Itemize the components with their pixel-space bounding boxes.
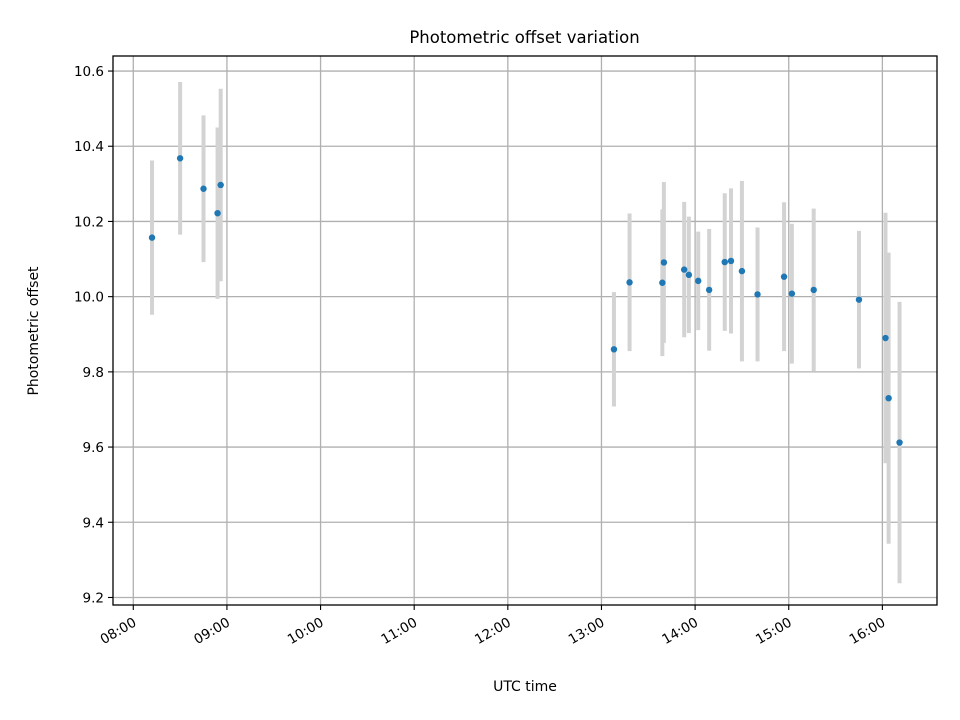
data-point [680, 266, 688, 273]
data-point [705, 286, 713, 294]
data-point [727, 257, 735, 265]
plot-frame [112, 55, 938, 606]
data-point [810, 286, 817, 294]
y-tick-label: 10.2 [74, 214, 104, 230]
data-point [214, 209, 221, 217]
y-tick-label: 9.2 [83, 590, 104, 606]
x-axis-label: UTC time [493, 679, 557, 695]
y-tick-label: 9.8 [83, 365, 104, 381]
data-point [660, 259, 668, 266]
data-point [148, 234, 156, 241]
data-point [200, 185, 207, 192]
data-point [855, 296, 863, 303]
y-axis-label: Photometric offset [26, 266, 42, 396]
data-points [148, 155, 903, 446]
data-point [882, 334, 889, 342]
data-point [176, 155, 184, 162]
data-point [610, 346, 618, 353]
y-tick-label: 10.0 [74, 290, 104, 306]
data-point [885, 394, 892, 402]
y-tick-label: 10.4 [74, 139, 104, 155]
data-point [780, 273, 788, 280]
data-point [626, 279, 633, 286]
y-tick-label: 9.6 [83, 440, 104, 456]
data-point [217, 181, 224, 189]
y-tick-label: 10.6 [74, 64, 104, 80]
data-point [695, 277, 702, 285]
y-axis-ticks: 9.2 9.4 9.6 9.8 10.0 10.2 10.4 10.6 [74, 64, 113, 606]
grid [113, 56, 937, 605]
y-tick-label: 9.4 [83, 515, 104, 531]
data-point [721, 258, 728, 266]
data-point [738, 267, 746, 275]
data-point [788, 290, 796, 297]
chart-title: Photometric offset variation [409, 28, 639, 47]
data-point [659, 279, 666, 286]
data-point [754, 291, 761, 298]
data-point [896, 439, 903, 446]
data-point [685, 271, 693, 279]
